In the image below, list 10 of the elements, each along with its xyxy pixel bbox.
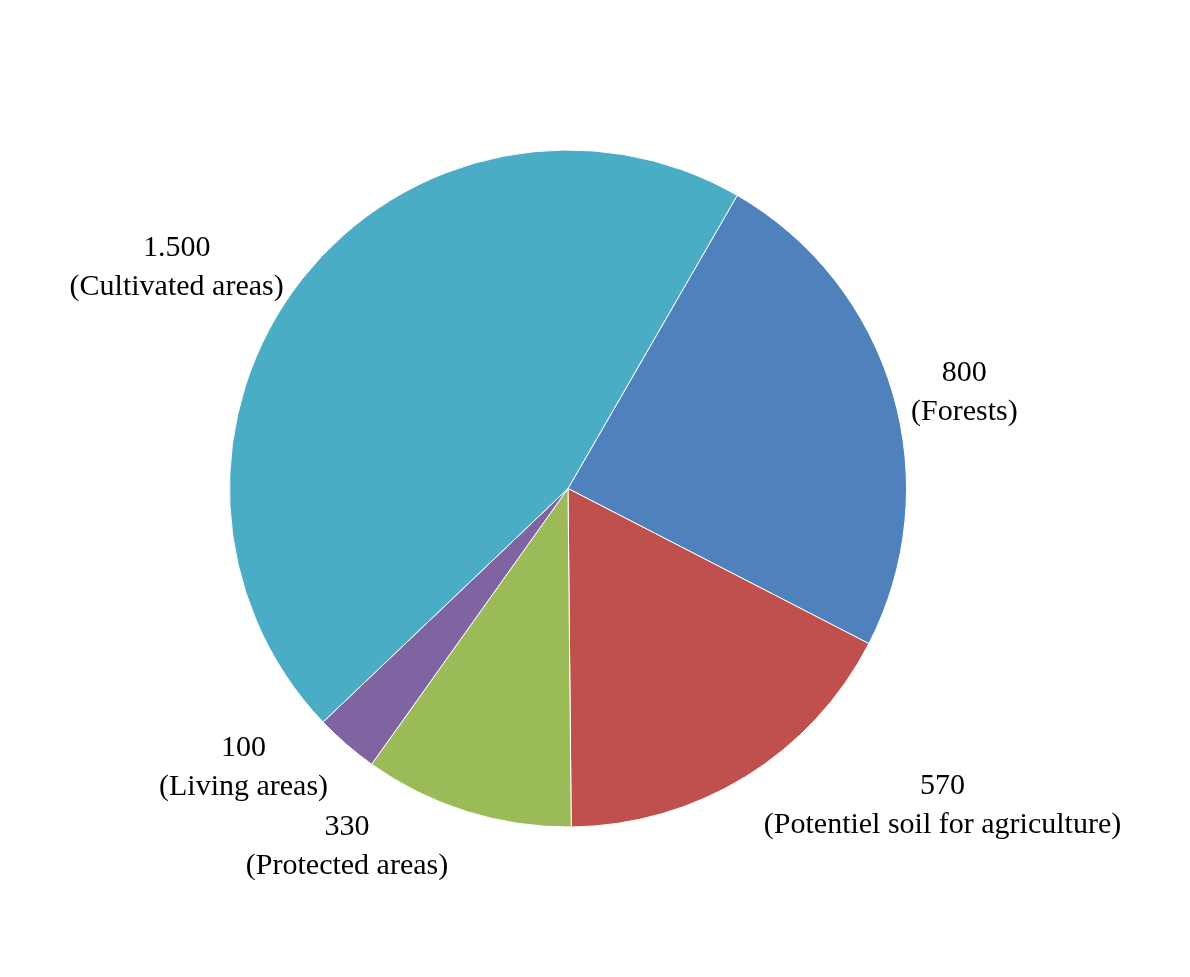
- data-label: 330: [324, 808, 370, 842]
- slice-label: (Protected areas): [245, 847, 449, 882]
- data-label: 1.500: [142, 228, 211, 262]
- slice-label: (Living areas): [158, 767, 329, 802]
- data-label: 570: [920, 766, 966, 800]
- slice-label: (Forests): [911, 392, 1018, 427]
- slice-label: (Cultivated areas): [69, 267, 284, 302]
- slice-label: (Potentiel soil for agriculture): [763, 805, 1122, 840]
- data-label: 100: [221, 728, 267, 762]
- data-label: 800: [941, 353, 987, 387]
